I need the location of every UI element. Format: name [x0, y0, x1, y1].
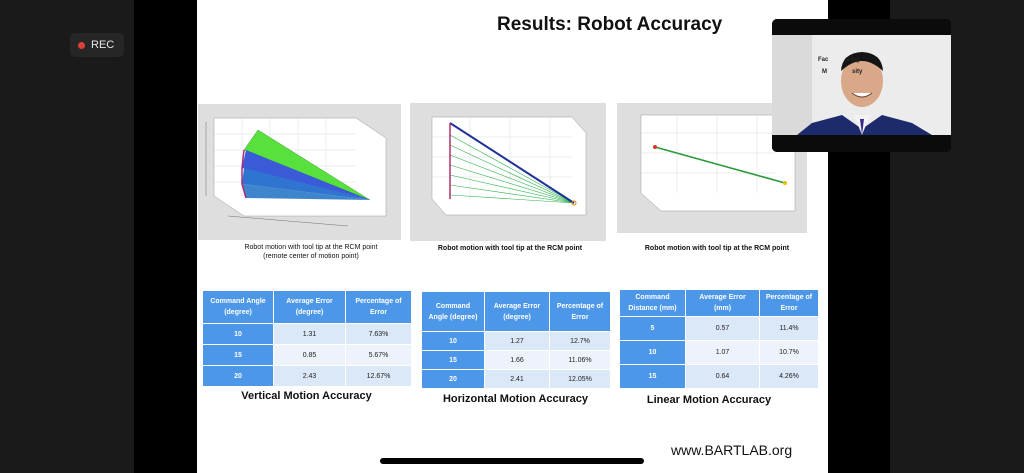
table-cell: 4.26%: [759, 364, 819, 389]
table-header-cell: Command Angle (degree): [421, 291, 485, 332]
table-row: 15 0.64 4.26%: [619, 364, 819, 389]
webcam-sign-line2: M sity: [822, 69, 863, 75]
plot-3d-horizontal: [410, 103, 606, 241]
horizontal-table-title: Horizontal Motion Accuracy: [442, 393, 589, 405]
table-cell: 1.27: [484, 331, 550, 351]
header-text: (mm): [713, 305, 732, 312]
header-text: Percentage of: [765, 294, 813, 301]
table-cell: 15: [619, 364, 686, 389]
recording-label: REC: [91, 39, 115, 51]
table-header-cell: Percentage of Error: [759, 289, 819, 317]
table-cell: 12.7%: [549, 331, 611, 351]
table-cell: 1.31: [273, 323, 346, 345]
table-cell: 10.7%: [759, 340, 819, 365]
slide-title: Results: Robot Accuracy: [497, 14, 723, 35]
figure-horizontal-motion-plot: [410, 103, 606, 241]
header-text: Average Error: [286, 298, 333, 305]
table-row: 15 1.66 11.06%: [421, 350, 611, 370]
table-header-row: Command Distance (mm) Average Error (mm) P…: [619, 289, 819, 317]
presentation-slide: Results: Robot Accuracy Robot motion wit…: [197, 0, 828, 473]
table-header-row: Command Angle (degree) Average Error (degr…: [202, 290, 412, 324]
table-row: 5 0.57 11.4%: [619, 316, 819, 341]
header-text: Error: [571, 313, 589, 321]
presenter-video: [772, 19, 951, 152]
table-header-cell: Average Error (degree): [484, 291, 550, 332]
table-cell: 1.07: [685, 340, 760, 365]
left-panel: [0, 0, 134, 473]
linear-accuracy-table: Command Distance (mm) Average Error (mm) P…: [619, 289, 819, 389]
table-cell: 12.05%: [549, 369, 611, 389]
figure-3-caption: Robot motion with tool tip at the RCM po…: [617, 244, 817, 253]
table-cell: 10: [619, 340, 686, 365]
playback-progress-bar[interactable]: [380, 458, 644, 464]
table-row: 20 2.41 12.05%: [421, 369, 611, 389]
table-cell: 2.41: [484, 369, 550, 389]
header-text: Command Angle: [210, 298, 266, 305]
table-cell: 0.57: [685, 316, 760, 341]
header-text: Distance (mm): [628, 305, 677, 312]
table-header-cell: Command Distance (mm): [619, 289, 686, 317]
figure-3-caption-line1: Robot motion with tool tip at the RCM po…: [644, 245, 790, 252]
header-text: (degree): [224, 309, 252, 316]
recording-indicator[interactable]: REC: [70, 33, 124, 57]
record-dot-icon: [78, 41, 85, 49]
header-text: Average Error: [699, 294, 746, 301]
figure-2-caption-line1: Robot motion with tool tip at the RCM po…: [437, 245, 583, 252]
figure-1-caption: Robot motion with tool tip at the RCM po…: [198, 243, 424, 261]
table-cell: 7.63%: [345, 323, 412, 345]
table-header-cell: Average Error (mm): [685, 289, 760, 317]
figure-2-caption: Robot motion with tool tip at the RCM po…: [410, 244, 610, 253]
table-cell: 10: [421, 331, 485, 351]
table-cell: 10: [202, 323, 274, 345]
table-cell: 0.85: [273, 344, 346, 366]
header-text: Error: [369, 309, 388, 316]
table-row: 20 2.43 12.67%: [202, 365, 412, 387]
webcam-sign-line1: Fac ering: [818, 57, 860, 63]
table-cell: 1.66: [484, 350, 550, 370]
figure-1-caption-line2: (remote center of motion point): [263, 253, 359, 260]
header-text: Percentage of: [355, 298, 402, 305]
table-header-cell: Command Angle (degree): [202, 290, 274, 324]
table-cell: 5: [619, 316, 686, 341]
header-text: Angle (degree): [428, 313, 478, 321]
figure-1-caption-line1: Robot motion with tool tip at the RCM po…: [244, 244, 378, 251]
header-text: Command: [435, 302, 471, 310]
table-row: 10 1.31 7.63%: [202, 323, 412, 345]
table-cell: 0.64: [685, 364, 760, 389]
table-row: 15 0.85 5.67%: [202, 344, 412, 366]
vertical-table-title: Vertical Motion Accuracy: [241, 390, 372, 402]
table-header-cell: Percentage of Error: [549, 291, 611, 332]
table-header-cell: Average Error (degree): [273, 290, 346, 324]
table-cell: 11.4%: [759, 316, 819, 341]
table-cell: 15: [421, 350, 485, 370]
table-cell: 2.43: [273, 365, 346, 387]
header-text: (degree): [295, 309, 324, 316]
table-row: 10 1.27 12.7%: [421, 331, 611, 351]
table-cell: 11.06%: [549, 350, 611, 370]
header-text: (degree): [503, 313, 531, 321]
webcam-thumbnail[interactable]: Fac ering M sity: [772, 19, 951, 152]
linear-table-title: Linear Motion Accuracy: [646, 394, 772, 406]
table-row: 10 1.07 10.7%: [619, 340, 819, 365]
header-text: Command: [635, 294, 670, 301]
table-cell: 20: [421, 369, 485, 389]
table-header-cell: Percentage of Error: [345, 290, 412, 324]
table-cell: 15: [202, 344, 274, 366]
table-cell: 5.67%: [345, 344, 412, 366]
plot-3d-vertical: [198, 104, 401, 240]
header-text: Error: [780, 305, 798, 312]
table-cell: 20: [202, 365, 274, 387]
vertical-accuracy-table: Command Angle (degree) Average Error (degr…: [202, 290, 412, 387]
figure-vertical-motion-plot: [198, 104, 401, 240]
horizontal-accuracy-table: Command Angle (degree) Average Error (degr…: [421, 291, 611, 389]
footer-url: www.BARTLAB.org: [671, 442, 793, 458]
header-text: Percentage of: [556, 302, 604, 310]
table-cell: 12.67%: [345, 365, 412, 387]
table-header-row: Command Angle (degree) Average Error (degr…: [421, 291, 611, 332]
header-text: Average Error: [493, 302, 541, 310]
